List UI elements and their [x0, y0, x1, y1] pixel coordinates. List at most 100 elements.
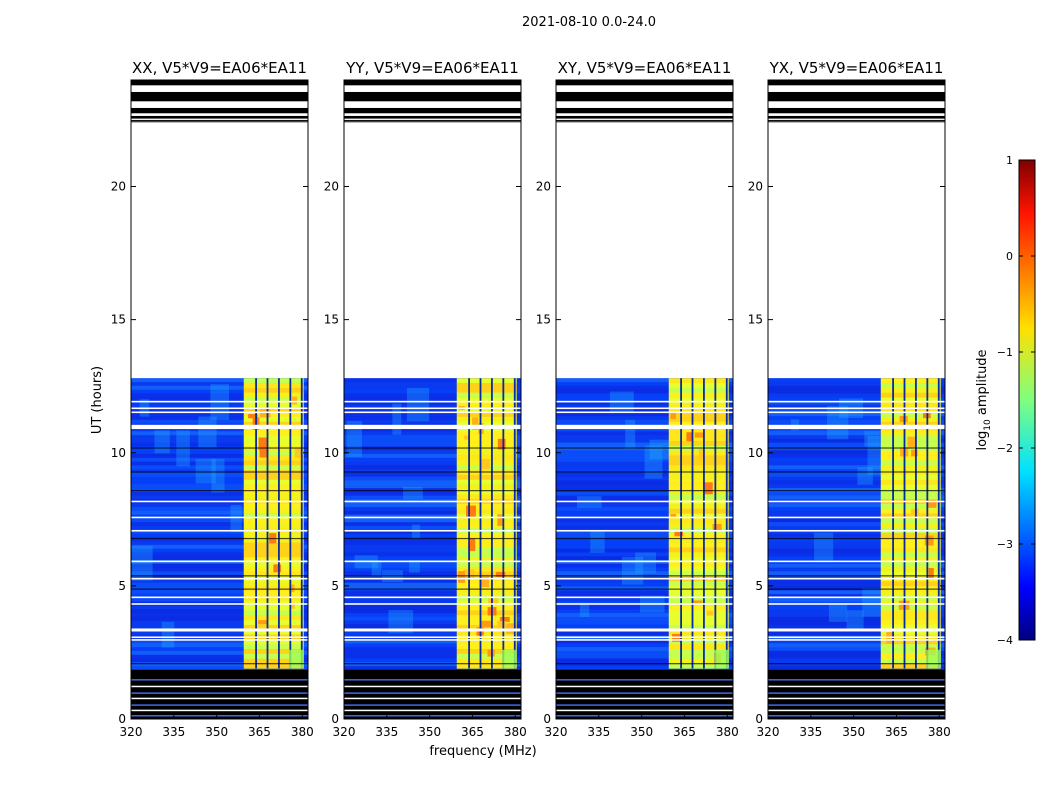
bottom-flag-line: [556, 709, 733, 712]
flagged-row: [556, 603, 733, 605]
flagged-row: [344, 500, 521, 503]
band-hot-spot: [479, 574, 490, 588]
top-flag-line: [131, 119, 308, 121]
noise-row: [768, 616, 945, 621]
band-row: [668, 629, 729, 635]
band-row: [243, 426, 304, 432]
band-row: [880, 450, 941, 456]
noise-row: [768, 465, 945, 470]
y-tick-label: 5: [118, 579, 126, 593]
band-row: [243, 494, 304, 500]
band-row: [243, 624, 304, 631]
band-row: [668, 387, 729, 394]
flagged-row: [344, 427, 521, 430]
band-row: [880, 629, 941, 635]
noise-row: [344, 605, 521, 610]
x-tick-label: 380: [504, 725, 527, 739]
noise-row: [344, 620, 521, 625]
flagged-row: [344, 603, 521, 605]
noise-row: [131, 647, 308, 652]
band-row: [668, 407, 729, 413]
band-channel-gap: [926, 378, 929, 669]
noise-patch: [388, 610, 414, 634]
colorbar-tick-label: 0: [1006, 250, 1013, 263]
band-row: [880, 397, 941, 403]
noise-row: [556, 461, 733, 466]
band-row: [668, 421, 729, 427]
band-row: [243, 412, 304, 418]
band-row: [668, 581, 729, 587]
band-row: [456, 547, 517, 553]
band-row: [880, 557, 941, 563]
noise-row: [556, 419, 733, 424]
noise-row: [556, 404, 733, 409]
band-row: [243, 591, 304, 597]
flagged-row: [768, 529, 945, 532]
band-row: [243, 484, 304, 490]
noise-row: [556, 412, 733, 417]
band-hot-spot: [694, 432, 705, 438]
band-row: [880, 412, 941, 418]
noise-row: [768, 665, 945, 671]
y-tick-label: 10: [111, 446, 126, 460]
flagged-row: [344, 577, 521, 580]
band-channel-gap: [915, 378, 917, 669]
gap-row: [768, 588, 945, 590]
y-tick-label: 15: [324, 313, 339, 327]
noise-row: [131, 665, 308, 671]
bottom-flag-line: [556, 715, 733, 717]
noise-row: [344, 650, 521, 655]
noise-row: [768, 506, 945, 512]
band-hot-spot: [273, 564, 282, 573]
band-row: [243, 402, 304, 408]
noise-row: [768, 495, 945, 500]
noise-row: [556, 522, 733, 527]
noise-row: [344, 457, 521, 462]
noise-row: [131, 480, 308, 485]
band-row: [456, 658, 517, 664]
band-hot-spot: [497, 621, 506, 629]
noise-row: [556, 381, 733, 387]
noise-patch: [230, 505, 242, 533]
noise-patch: [371, 560, 382, 577]
noise-patch: [828, 603, 848, 622]
noise-row: [344, 408, 521, 413]
band-row: [668, 513, 729, 519]
noise-row: [556, 491, 733, 496]
band-row: [668, 566, 729, 572]
noise-row: [556, 438, 733, 443]
noise-patch: [649, 439, 672, 460]
band-row: [668, 620, 729, 626]
bottom-flag-line: [131, 685, 308, 688]
noise-row: [344, 442, 521, 447]
noise-row: [344, 397, 521, 402]
band-row: [880, 494, 941, 500]
noise-row: [131, 571, 308, 576]
noise-row: [556, 654, 733, 659]
noise-row: [131, 654, 308, 659]
flagged-row: [556, 577, 733, 580]
band-row: [456, 494, 517, 500]
bottom-flag-block: [556, 669, 733, 719]
band-hot-spot: [670, 412, 676, 419]
flagged-row: [768, 636, 945, 639]
band-row: [668, 605, 729, 611]
band-row: [880, 523, 941, 529]
noise-row: [768, 435, 945, 440]
bottom-flag-line: [556, 685, 733, 688]
gap-row: [768, 447, 945, 449]
band-row: [456, 436, 517, 442]
flagged-row: [131, 424, 308, 428]
band-row: [880, 610, 941, 616]
noise-row: [131, 412, 308, 417]
y-tick-label: 10: [536, 446, 551, 460]
band-row: [243, 397, 304, 403]
band-row: [243, 542, 304, 548]
band-row: [668, 508, 729, 514]
band-row: [456, 416, 517, 423]
noise-row: [131, 450, 308, 455]
flagged-row: [556, 427, 733, 430]
noise-row: [556, 631, 733, 636]
noise-row: [768, 453, 945, 459]
band-row: [243, 489, 304, 495]
